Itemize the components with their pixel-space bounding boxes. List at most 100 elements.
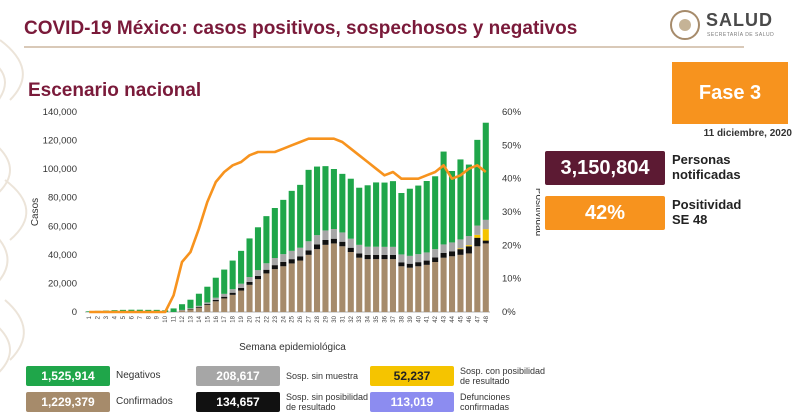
bar-1-week-28 <box>313 244 321 250</box>
bar-0-week-26 <box>297 260 304 312</box>
bar-1-week-39 <box>406 263 413 268</box>
bar-0-week-35 <box>373 259 380 312</box>
x-tick-label: 35 <box>374 315 380 322</box>
bar-0-week-29 <box>322 244 329 312</box>
y2-tick-label: 30% <box>502 207 522 218</box>
bar-0-week-33 <box>356 257 363 312</box>
bar-3-week-29 <box>322 230 329 240</box>
bar-3-week-25 <box>288 250 295 260</box>
bar-4-week-12 <box>178 304 186 310</box>
bar-4-week-24 <box>280 199 287 255</box>
bar-3-week-15 <box>204 302 211 304</box>
seal-icon <box>670 10 700 40</box>
bar-3-week-45 <box>457 239 464 249</box>
bar-3-week-23 <box>271 258 278 266</box>
x-tick-label: 40 <box>416 315 422 322</box>
legend-sin-posibilidad-label: Sosp. sin posibilidad de resultado <box>286 392 368 412</box>
bar-0-week-43 <box>440 257 447 312</box>
x-tick-label: 24 <box>281 315 287 322</box>
y2-tick-label: 40% <box>502 174 522 185</box>
bar-0-week-44 <box>448 256 456 312</box>
legend-defunciones-line1: Defunciones <box>460 392 511 402</box>
bar-4-week-47 <box>474 139 481 226</box>
x-tick-label: 32 <box>349 315 355 322</box>
bar-3-week-41 <box>423 252 430 261</box>
x-tick-label: 13 <box>188 315 194 322</box>
bar-1-week-32 <box>347 247 354 252</box>
bar-4-week-41 <box>423 181 430 253</box>
bar-4-week-15 <box>204 286 211 303</box>
y2-tick-label: 10% <box>502 274 522 285</box>
bar-0-week-17 <box>221 298 228 312</box>
bar-1-week-40 <box>415 262 422 267</box>
bar-0-week-21 <box>254 279 262 312</box>
bar-0-week-31 <box>339 246 346 312</box>
x-tick-label: 45 <box>458 315 464 322</box>
x-tick-label: 5 <box>121 315 127 319</box>
x-tick-label: 4 <box>113 315 119 319</box>
x-tick-label: 42 <box>433 315 439 322</box>
bar-3-week-36 <box>381 246 388 255</box>
bar-2-week-48 <box>482 229 489 241</box>
bar-0-week-42 <box>432 262 439 312</box>
bar-3-week-22 <box>263 263 270 270</box>
x-tick-label: 15 <box>205 315 211 322</box>
bar-3-week-30 <box>330 229 337 239</box>
x-tick-label: 18 <box>231 315 237 322</box>
x-tick-label: 43 <box>442 315 448 322</box>
chart-subtitle: Escenario nacional <box>28 80 202 101</box>
legend-negativos-label: Negativos <box>116 370 161 381</box>
bar-0-week-46 <box>465 253 472 312</box>
legend-sin-muestra-label: Sosp. sin muestra <box>286 371 359 381</box>
x-tick-label: 29 <box>323 315 329 322</box>
legend-confirmados-label: Confirmados <box>116 396 173 407</box>
bar-0-week-20 <box>246 284 253 312</box>
x-tick-label: 30 <box>332 315 338 322</box>
x-tick-label: 11 <box>172 315 178 322</box>
positividad-label-line1: Positividad <box>672 197 742 212</box>
x-tick-label: 10 <box>163 315 169 322</box>
bar-4-week-17 <box>221 269 228 294</box>
bar-4-week-19 <box>238 250 245 284</box>
bar-3-week-39 <box>406 255 413 264</box>
bar-1-week-31 <box>339 241 346 247</box>
report-date: 11 diciembre, 2020 <box>703 128 792 139</box>
bar-1-week-37 <box>389 255 397 260</box>
y-tick-label: 40,000 <box>48 250 77 261</box>
bar-4-week-14 <box>195 293 202 306</box>
bar-3-week-46 <box>465 236 472 246</box>
bar-1-week-18 <box>229 292 236 295</box>
positividad-label: Positividad SE 48 <box>672 197 741 227</box>
bar-0-week-48 <box>482 243 489 312</box>
legend-sin-posibilidad-value: 134,657 <box>196 392 280 412</box>
x-tick-label: 27 <box>307 315 313 322</box>
y-tick-label: 80,000 <box>48 193 77 204</box>
bar-3-week-17 <box>221 293 228 297</box>
bar-0-week-41 <box>423 264 430 312</box>
x-tick-label: 41 <box>425 315 431 322</box>
bar-1-week-14 <box>195 307 202 308</box>
legend-confirmados-value: 1,229,379 <box>26 392 110 412</box>
bar-1-week-24 <box>280 262 287 267</box>
x-tick-label: 23 <box>273 315 279 322</box>
y-tick-label: 0 <box>72 307 77 318</box>
x-tick-label: 48 <box>484 315 490 322</box>
bar-1-week-19 <box>238 288 245 291</box>
x-tick-label: 47 <box>475 315 481 322</box>
x-tick-label: 17 <box>222 315 228 322</box>
legend-negativos-value: 1,525,914 <box>26 366 110 386</box>
bar-0-week-47 <box>474 246 481 312</box>
bar-0-week-27 <box>305 254 312 312</box>
logo-subtitle: SECRETARÍA DE SALUD <box>707 32 775 38</box>
bar-4-week-39 <box>406 188 413 256</box>
bar-3-week-32 <box>347 238 354 248</box>
x-tick-label: 37 <box>391 315 397 322</box>
bar-3-week-38 <box>398 254 405 263</box>
bar-1-week-30 <box>330 238 337 244</box>
x-tick-label: 36 <box>383 315 389 322</box>
bar-4-week-33 <box>356 187 363 245</box>
bar-4-week-29 <box>322 166 329 231</box>
bar-1-week-38 <box>398 262 405 267</box>
legend-defunciones-label: Defunciones confirmadas <box>460 392 510 412</box>
y-axis-label: Casos <box>30 198 41 226</box>
